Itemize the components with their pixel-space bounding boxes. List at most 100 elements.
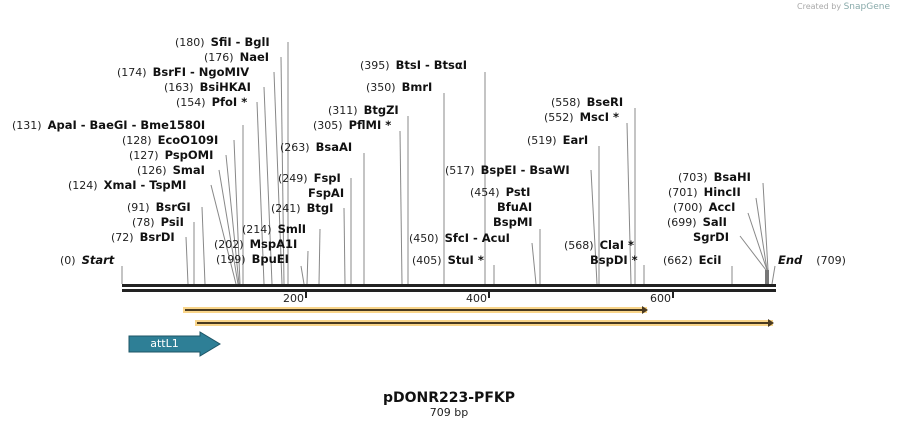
site-position: (568) xyxy=(564,239,594,252)
end-label: End (709) xyxy=(778,253,846,267)
tick-label-400: 400 xyxy=(466,292,487,305)
site-label[interactable]: (241) BtgI xyxy=(271,201,333,216)
site-position: (128) xyxy=(122,134,152,147)
site-label[interactable]: (127) PspOMI xyxy=(129,148,213,163)
site-label[interactable]: (703) BsaHI xyxy=(678,170,751,185)
site-position: (454) xyxy=(470,186,500,199)
site-position: (699) xyxy=(667,216,697,229)
tick-200 xyxy=(305,291,307,298)
site-enzyme-name: AccI xyxy=(708,200,736,214)
site-label[interactable]: FspAI xyxy=(308,186,344,200)
tick-600 xyxy=(672,291,674,298)
site-label[interactable]: (700) AccI xyxy=(673,200,735,215)
site-enzyme-name: FspI xyxy=(313,171,341,185)
site-label[interactable]: BspMI xyxy=(493,215,533,229)
site-label[interactable]: (519) EarI xyxy=(527,133,588,148)
site-position: (519) xyxy=(527,134,557,147)
site-label[interactable]: (699) SalI xyxy=(667,215,727,230)
site-label[interactable]: (202) MspA1I xyxy=(214,237,297,252)
site-label[interactable]: BspDI * xyxy=(590,253,638,267)
site-enzyme-name: BsrGI xyxy=(155,200,191,214)
site-position: (176) xyxy=(204,51,234,64)
site-label[interactable]: (405) StuI * xyxy=(412,253,484,268)
site-position: (311) xyxy=(328,104,358,117)
site-enzyme-name: SgrDI xyxy=(693,230,730,244)
site-enzyme-name: BtgI xyxy=(306,201,334,215)
site-enzyme-name: BmrI xyxy=(401,80,433,94)
site-position: (78) xyxy=(132,216,155,229)
site-enzyme-name: SmlI xyxy=(277,222,307,236)
site-label[interactable]: (662) EciI xyxy=(663,253,722,268)
site-enzyme-name: EarI xyxy=(562,133,589,147)
site-enzyme-name: BtsI - BtsαI xyxy=(395,58,468,72)
site-label[interactable]: (454) PstI xyxy=(470,185,530,200)
site-position: (124) xyxy=(68,179,98,192)
site-position: (450) xyxy=(409,232,439,245)
site-label[interactable]: BfuAI xyxy=(497,200,532,214)
site-position: (558) xyxy=(551,96,581,109)
site-label[interactable]: (311) BtgZI xyxy=(328,103,399,118)
site-label[interactable]: (154) PfoI * xyxy=(176,95,247,110)
site-label[interactable]: (450) SfcI - AcuI xyxy=(409,231,510,246)
site-label[interactable]: (180) SfiI - BglI xyxy=(175,35,270,50)
site-label[interactable]: (163) BsiHKAI xyxy=(164,80,251,95)
site-position: (395) xyxy=(360,59,390,72)
site-label[interactable]: (395) BtsI - BtsαI xyxy=(360,58,467,73)
site-position: (126) xyxy=(137,164,167,177)
site-label[interactable]: (124) XmaI - TspMI xyxy=(68,178,186,193)
site-label[interactable]: (568) ClaI * xyxy=(564,238,634,253)
site-label[interactable]: (517) BspEI - BsaWI xyxy=(445,163,570,178)
site-enzyme-name: BsrFI - NgoMIV xyxy=(152,65,250,79)
site-enzyme-name: BtgZI xyxy=(363,103,399,117)
site-label[interactable]: (176) NaeI xyxy=(204,50,269,65)
site-label[interactable]: (72) BsrDI xyxy=(111,230,175,245)
site-label[interactable]: (305) PflMI * xyxy=(313,118,391,133)
site-label[interactable]: (263) BsaAI xyxy=(280,140,352,155)
site-label[interactable]: (128) EcoO109I xyxy=(122,133,218,148)
site-position: (163) xyxy=(164,81,194,94)
site-enzyme-name: BfuAI xyxy=(497,200,533,214)
site-enzyme-name: EcoO109I xyxy=(157,133,219,147)
site-position: (517) xyxy=(445,164,475,177)
site-position: (263) xyxy=(280,141,310,154)
site-label[interactable]: SgrDI xyxy=(693,230,729,244)
site-enzyme-name: PflMI * xyxy=(348,118,392,132)
site-position: (72) xyxy=(111,231,134,244)
site-enzyme-name: StuI * xyxy=(447,253,484,267)
site-label[interactable]: (131) ApaI - BaeGI - Bme1580I xyxy=(12,118,205,133)
site-enzyme-name: SmaI xyxy=(172,163,205,177)
site-position: (701) xyxy=(668,186,698,199)
tick-400 xyxy=(488,291,490,298)
site-label[interactable]: (126) SmaI xyxy=(137,163,205,178)
site-enzyme-name: PfoI * xyxy=(211,95,248,109)
site-position: (700) xyxy=(673,201,703,214)
site-lines xyxy=(121,42,776,285)
site-label[interactable]: (214) SmlI xyxy=(242,222,306,237)
site-label[interactable]: (199) BpuEI xyxy=(216,252,289,267)
site-enzyme-name: FspAI xyxy=(308,186,345,200)
site-label[interactable]: (249) FspI xyxy=(278,171,341,186)
site-label[interactable]: (558) BseRI xyxy=(551,95,623,110)
site-label[interactable]: (552) MscI * xyxy=(544,110,619,125)
site-label[interactable]: (91) BsrGI xyxy=(127,200,191,215)
site-enzyme-name: PspOMI xyxy=(164,148,214,162)
site-label[interactable]: (701) HincII xyxy=(668,185,741,200)
site-position: (180) xyxy=(175,36,205,49)
site-enzyme-name: BseRI xyxy=(586,95,624,109)
orf-arrow-1[interactable] xyxy=(183,306,648,314)
site-position: (305) xyxy=(313,119,343,132)
site-enzyme-name: EciI xyxy=(698,253,722,267)
site-label[interactable]: (174) BsrFI - NgoMIV xyxy=(117,65,249,80)
site-position: (350) xyxy=(366,81,396,94)
site-enzyme-name: HincII xyxy=(703,185,741,199)
dense-site-cluster xyxy=(765,270,769,284)
site-label[interactable]: (78) PsiI xyxy=(132,215,184,230)
attl1-feature[interactable] xyxy=(128,331,221,357)
site-enzyme-name: BspEI - BsaWI xyxy=(480,163,570,177)
site-enzyme-name: XmaI - TspMI xyxy=(103,178,187,192)
site-enzyme-name: SfcI - AcuI xyxy=(444,231,510,245)
site-position: (91) xyxy=(127,201,150,214)
orf-arrow-2[interactable] xyxy=(195,319,774,327)
site-label[interactable]: (350) BmrI xyxy=(366,80,432,95)
